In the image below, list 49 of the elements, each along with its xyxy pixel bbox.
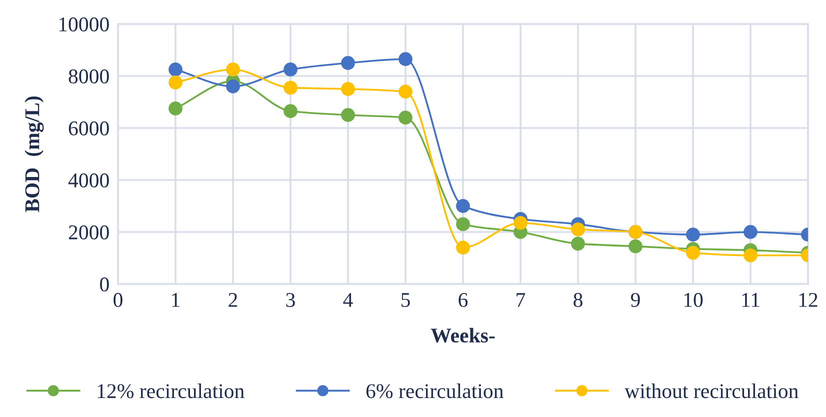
- point: [284, 104, 298, 118]
- point: [398, 110, 412, 125]
- point: [571, 222, 585, 236]
- x-axis-title: Weeks-: [430, 328, 495, 343]
- x-tick-label: 1: [172, 293, 180, 307]
- point: [456, 240, 470, 255]
- legend-label: without recirculation: [624, 384, 798, 398]
- x-tick-label: 3: [286, 292, 295, 307]
- y-tick-label: 4000: [68, 173, 109, 188]
- point: [514, 216, 528, 230]
- x-tick-label: 10: [684, 292, 703, 307]
- point: [686, 228, 700, 242]
- point: [628, 239, 642, 254]
- point: [341, 82, 355, 96]
- point: [341, 56, 355, 70]
- x-tick-label: 2: [228, 292, 238, 307]
- point: [686, 246, 700, 260]
- point: [456, 217, 470, 232]
- point: [456, 199, 470, 213]
- point: [744, 225, 758, 239]
- y-tick-label: 2000: [68, 225, 109, 240]
- point: [168, 102, 182, 116]
- point: [226, 62, 240, 76]
- point: [284, 62, 298, 76]
- x-tick-label: 8: [574, 292, 582, 307]
- x-tick-label: 6: [458, 292, 468, 307]
- point: [744, 248, 758, 262]
- point: [226, 79, 240, 94]
- point: [341, 108, 355, 122]
- y-tick-label: 6000: [68, 121, 109, 136]
- point: [168, 62, 182, 76]
- x-tick-label: 7: [516, 293, 526, 307]
- point: [571, 236, 585, 251]
- point: [168, 76, 182, 90]
- x-tick-label: 11: [742, 293, 760, 307]
- point: [398, 52, 412, 66]
- y-tick-label: 0: [100, 277, 109, 292]
- legend-label: 6% recirculation: [366, 384, 504, 398]
- x-tick-label: 5: [402, 293, 410, 307]
- x-tick-label: 0: [114, 292, 122, 307]
- point: [398, 84, 412, 99]
- y-axis-title: BOD (mg/L): [24, 96, 44, 212]
- x-tick-label: 4: [343, 293, 353, 307]
- x-tick-label: 9: [630, 292, 640, 307]
- y-tick-label: 8000: [68, 69, 109, 84]
- x-tick-label: 12: [799, 292, 818, 307]
- point: [284, 80, 298, 95]
- y-tick-label: 10000: [59, 17, 109, 32]
- legend-label: 12% recirculation: [98, 384, 244, 398]
